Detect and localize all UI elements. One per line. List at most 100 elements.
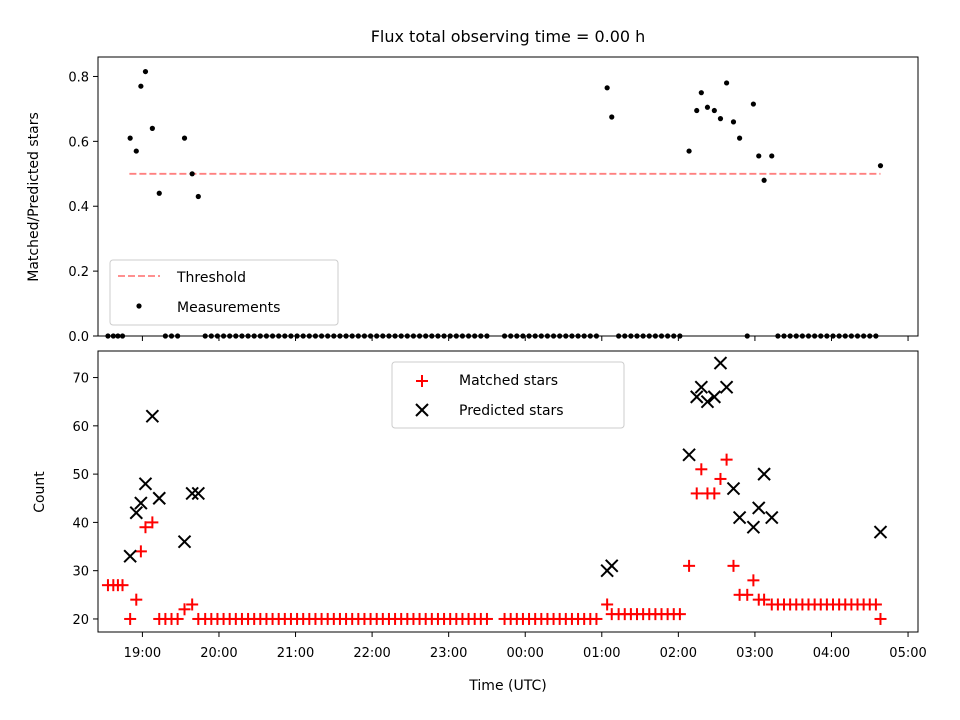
matched-star-point [134,545,147,558]
x-tick-label: 21:00 [277,646,314,661]
predicted-star-point [177,535,192,549]
predicted-star-point [707,390,722,404]
predicted-star-point [746,520,761,534]
measurement-point [723,80,730,86]
x-tick-label: 04:00 [813,646,850,661]
predicted-star-point [682,448,696,462]
x-tick-label: 00:00 [506,646,543,661]
measurement-point [138,83,144,89]
legend-measurements-label: Measurements [177,300,280,316]
predicted-star-point [694,380,709,394]
measurement-point [609,114,615,120]
bottom-y-axis-label: Count [32,471,48,513]
x-tick-label: 20:00 [200,646,237,661]
legend-predicted-label: Predicted stars [459,403,564,419]
matched-star-point [695,463,708,476]
matched-star-point [186,598,199,611]
y-tick-label: 50 [72,468,89,483]
predicted-star-point [123,549,137,563]
bottom-legend-box [391,361,625,429]
measurement-point [711,107,717,114]
matched-star-point [747,574,760,587]
x-tick-label: 03:00 [736,646,773,661]
predicted-star-point [134,496,148,510]
matched-star-point [590,612,603,625]
matched-star-point [124,612,137,625]
y-tick-label: 0.8 [68,70,89,85]
predicted-star-point [185,486,199,501]
measurement-point [704,104,711,110]
predicted-star-point [152,491,166,505]
measurement-point [149,125,155,131]
measurement-point [133,148,139,154]
legend-predicted-marker [415,403,429,417]
bottom-x-ticks: 19:00 20:00 21:00 22:00 23:00 00:00 01:00 02:00… [124,632,927,661]
measurement-point [761,177,767,183]
measurement-point [750,101,756,107]
bottom-y-ticks: 20 30 40 50 60 70 [72,372,98,628]
x-tick-label: 22:00 [353,646,390,661]
measurement-point [604,85,610,91]
chart-title: Flux total observing time = 0.00 h [371,27,646,46]
measurement-point [737,135,743,141]
measurement-point [686,148,692,154]
top-legend-box [109,259,339,326]
predicted-star-point [191,486,206,501]
measurement-point [877,163,884,169]
y-tick-label: 30 [72,565,89,580]
measurement-point [189,171,195,177]
matched-star-point [714,472,727,485]
measurement-point [181,135,188,141]
top-axes-frame [97,56,919,337]
bottom-axes-frame [97,350,919,633]
matched-star-point [690,487,703,500]
predicted-star-point [605,559,619,573]
legend-matched-label: Matched stars [459,373,558,389]
predicted-star-point [690,390,704,404]
predicted-star-point [873,525,888,539]
y-tick-label: 0.0 [68,330,89,345]
measurement-point [730,119,737,125]
matched-star-point [171,612,184,625]
y-tick-label: 0.2 [68,265,89,280]
matched-star-point [130,593,143,606]
x-axis-label: Time (UTC) [468,678,546,694]
matched-star-point [869,598,882,611]
matched-star-point [178,603,191,616]
measurement-point [769,153,775,159]
bottom-plot-area [101,356,888,625]
measurement-point [717,116,724,122]
bottom-axes: 20 30 40 50 60 70 19:00 20:00 21:00 22:00 23:00 00… [32,350,927,694]
legend-matched-marker [416,375,428,387]
matched-star-point [874,612,887,625]
legend-threshold-label: Threshold [176,270,246,286]
predicted-star-point [700,394,715,409]
matched-star-point [673,608,686,621]
bottom-legend: Matched stars Predicted stars [391,361,625,429]
legend-measurements-marker [136,303,142,309]
x-tick-label: 19:00 [124,646,161,661]
measurement-point [756,153,762,159]
y-tick-label: 0.4 [68,200,89,215]
matched-star-point [720,453,733,466]
top-legend: Threshold Measurements [109,259,339,326]
x-tick-label: 23:00 [430,646,467,661]
predicted-star-point [757,467,771,481]
y-tick-label: 60 [72,420,89,435]
y-tick-label: 70 [72,372,89,387]
predicted-star-point [732,510,747,525]
matched-star-point [683,559,696,572]
predicted-star-point [719,380,734,394]
matched-star-point [727,559,740,572]
predicted-star-point [726,481,741,496]
top-y-axis-label: Matched/Predicted stars [26,112,42,282]
matched-star-point [741,588,754,601]
top-x-ticks [141,336,909,341]
predicted-star-point [765,510,779,525]
x-tick-label: 02:00 [660,646,697,661]
predicted-star-point [145,409,160,423]
predicted-star-point [752,501,766,515]
predicted-star-point [138,477,153,491]
matched-star-point [708,487,721,500]
